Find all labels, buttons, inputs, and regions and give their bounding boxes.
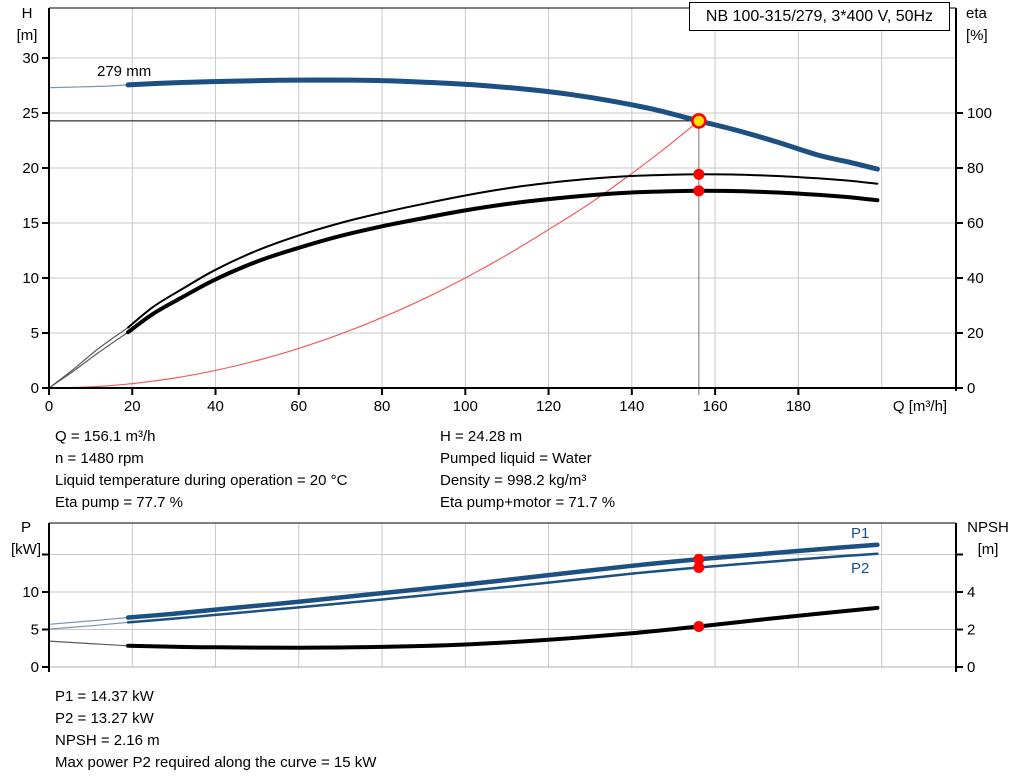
info-liquid-temperature: Liquid temperature during operation = 20… [55, 472, 348, 489]
p1-curve-label: P1 [851, 525, 870, 542]
info-pumped-liquid: Pumped liquid = Water [440, 450, 592, 467]
info-eta-pump: Eta pump = 77.7 % [55, 494, 183, 511]
info-eta-pump-motor: Eta pump+motor = 71.7 % [440, 494, 616, 511]
info-speed: n = 1480 rpm [55, 450, 144, 467]
q-tick-label: 0 [45, 398, 53, 415]
h-tick-label: 30 [22, 50, 39, 67]
npsh-operating-dot [693, 621, 705, 632]
p1-curve [125, 542, 880, 620]
q-tick-label: 60 [290, 398, 307, 415]
info-p2: P2 = 13.27 kW [55, 710, 154, 727]
eta-tick-label: 40 [967, 270, 984, 287]
h-tick-label: 5 [31, 325, 39, 342]
q-tick-label: 20 [124, 398, 141, 415]
npsh-axis-title: NPSH [m] [958, 517, 1018, 561]
h-tick-label: 10 [22, 270, 39, 287]
eta-pump-motor-curve [126, 188, 880, 335]
h-tick-label: 25 [22, 105, 39, 122]
eta-tick-label: 0 [967, 380, 975, 397]
info-density: Density = 998.2 kg/m³ [440, 472, 587, 489]
eta-axis-label: eta [966, 5, 987, 22]
p1-curve-tail [48, 616, 129, 625]
system-curve [48, 120, 700, 389]
eta-pump-curve-tail [48, 327, 129, 389]
duty-info-right: H = 24.28 m Pumped liquid = Water Densit… [440, 426, 615, 514]
npsh-tick-label: 4 [967, 584, 975, 601]
h-tick-label: 15 [22, 215, 39, 232]
eta-pump-curve [127, 173, 879, 329]
h-axis-title: H [m] [6, 3, 48, 47]
info-max-power: Max power P2 required along the curve = … [55, 754, 377, 771]
npsh-axis-label: NPSH [967, 519, 1009, 536]
npsh-curve-tail [48, 640, 129, 647]
h-tick-label: 0 [31, 380, 39, 397]
p-tick-label: 0 [31, 659, 39, 676]
eta-pump-operating-dot [693, 168, 705, 180]
p1-operating-dot [693, 553, 705, 565]
q-tick-label: 120 [536, 398, 561, 415]
p2-curve-label: P2 [851, 560, 870, 577]
q-tick-label: 140 [619, 398, 644, 415]
head-curve-279mm-tail [48, 84, 129, 89]
p-tick-label: 10 [22, 584, 39, 601]
eta-axis-title: eta [%] [966, 3, 1010, 47]
eta-pump-motor-curve-tail [48, 331, 129, 389]
q-tick-label: 100 [453, 398, 478, 415]
npsh-tick-label: 0 [967, 659, 975, 676]
info-npsh: NPSH = 2.16 m [55, 732, 160, 749]
eta-tick-label: 20 [967, 325, 984, 342]
h-axis-unit: [m] [16, 27, 38, 44]
npsh-tick-label: 2 [967, 622, 975, 639]
q-tick-label: 180 [786, 398, 811, 415]
eta-tick-label: 80 [967, 160, 984, 177]
h-tick-label: 20 [22, 160, 39, 177]
q-axis-unit-label: Q [m³/h] [893, 398, 947, 415]
pump-title-box: NB 100-315/279, 3*400 V, 50Hz [689, 2, 950, 31]
info-p1: P1 = 14.37 kW [55, 688, 154, 705]
q-tick-label: 160 [703, 398, 728, 415]
h-axis-label: H [21, 5, 33, 22]
p2-curve-tail [48, 621, 129, 630]
p-tick-label: 5 [31, 622, 39, 639]
q-tick-label: 40 [207, 398, 224, 415]
eta-tick-label: 100 [967, 105, 992, 122]
q-tick-label: 80 [374, 398, 391, 415]
p-axis-label: P [20, 519, 31, 536]
eta-tick-label: 60 [967, 215, 984, 232]
info-flow: Q = 156.1 m³/h [55, 428, 156, 445]
eta-pump-motor-operating-dot [693, 185, 705, 197]
duty-info-left: Q = 156.1 m³/h n = 1480 rpm Liquid tempe… [55, 426, 347, 514]
p-axis-title: P [kW] [4, 517, 48, 561]
p-axis-unit: [kW] [11, 541, 41, 558]
eta-axis-unit: [%] [966, 27, 988, 44]
impeller-diameter-label: 279 mm [97, 63, 152, 80]
npsh-axis-unit: [m] [977, 541, 999, 558]
p2-curve [126, 552, 879, 624]
info-head: H = 24.28 m [440, 428, 523, 445]
head-curve-279mm [125, 77, 880, 172]
power-info-block: P1 = 14.37 kW P2 = 13.27 kW NPSH = 2.16 … [55, 686, 376, 774]
duty-point-dot [691, 113, 707, 129]
p2-operating-dot [693, 561, 705, 573]
npsh-curve [126, 605, 880, 650]
